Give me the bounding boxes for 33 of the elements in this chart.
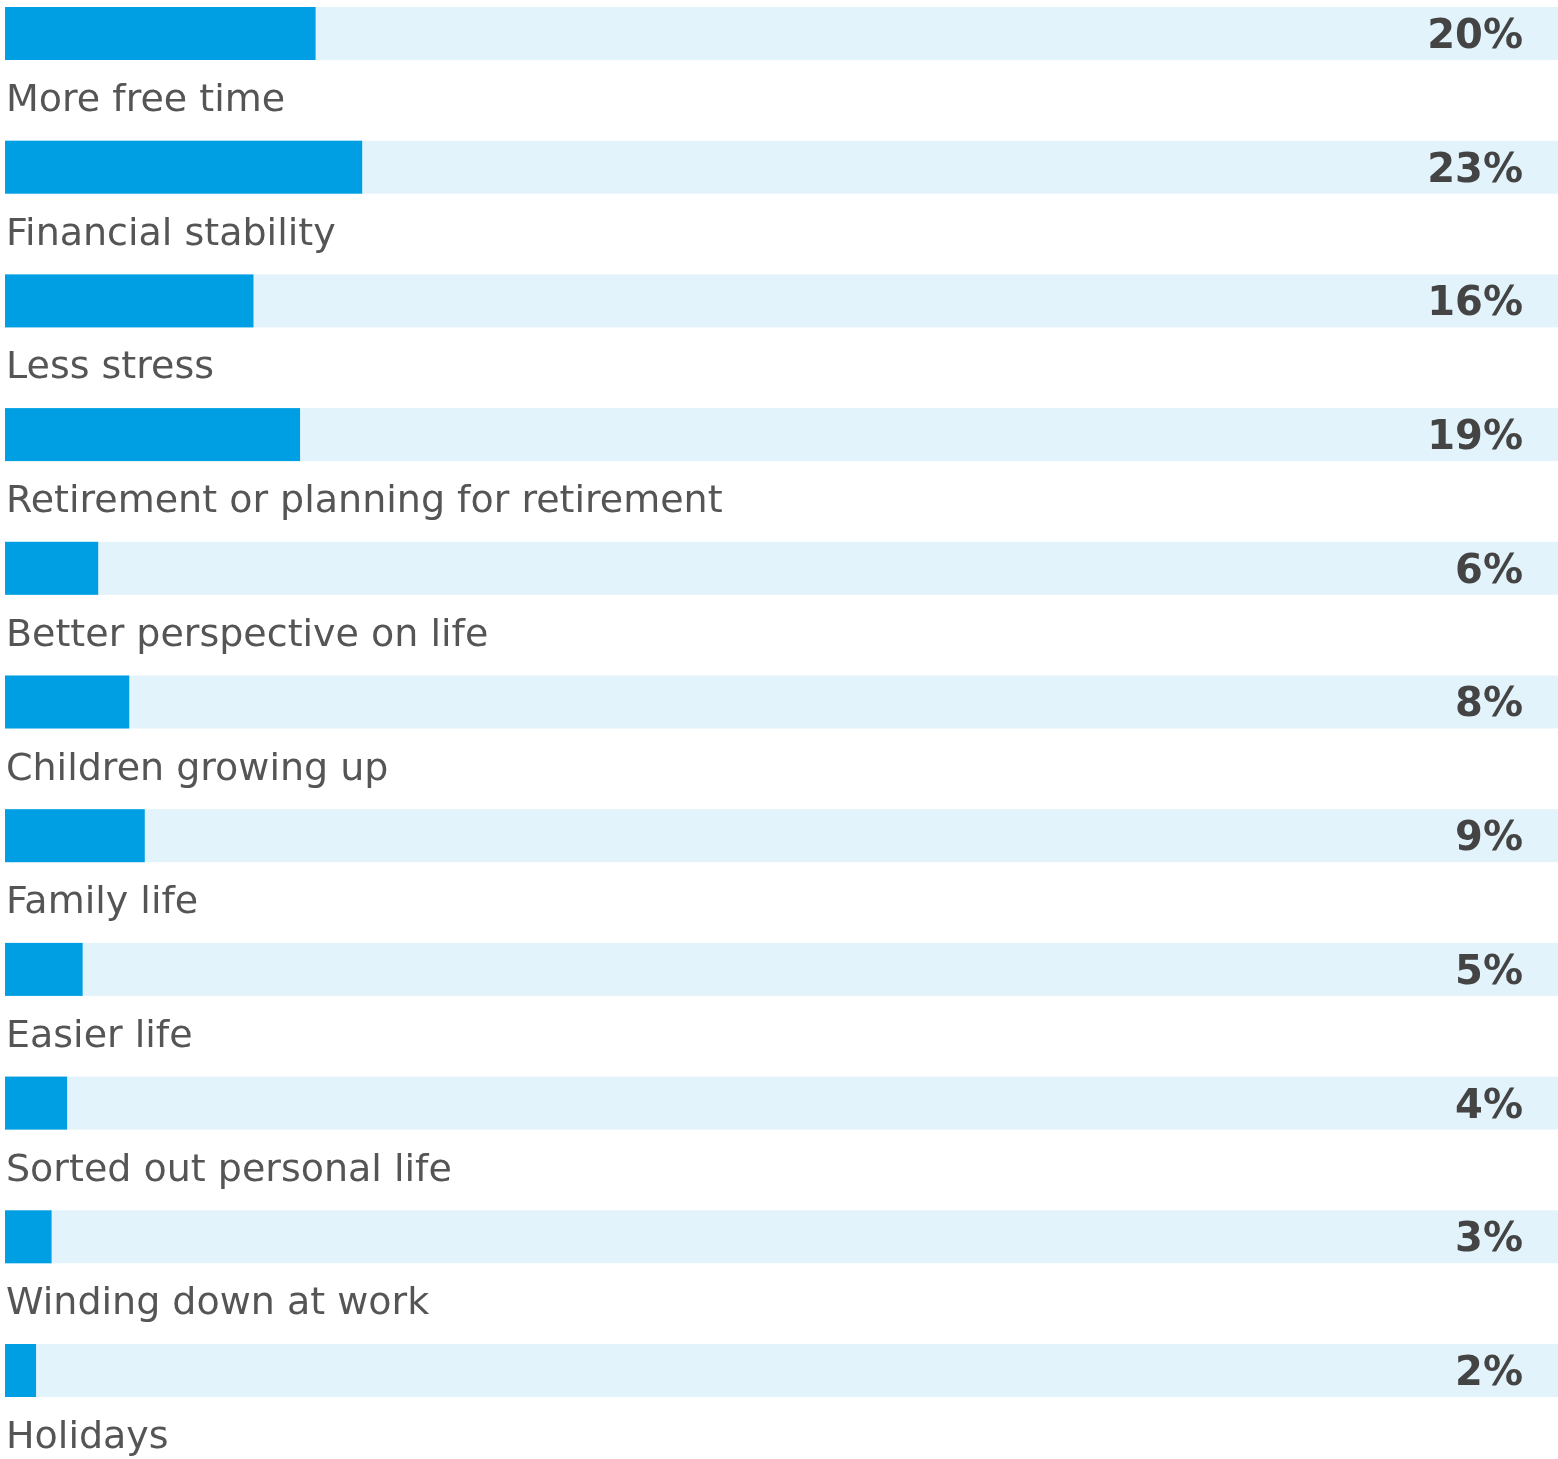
y-tick-label: More free time	[6, 76, 286, 120]
bar	[5, 1344, 37, 1397]
data-label: 6%	[1455, 545, 1523, 592]
bar	[5, 274, 254, 328]
data-label: 5%	[1455, 946, 1523, 993]
data-label: 19%	[1427, 412, 1523, 458]
y-tick-label: Children growing up	[6, 744, 389, 789]
data-label: 2%	[1455, 1347, 1523, 1394]
y-tick-label: Holidays	[6, 1413, 169, 1457]
bar	[5, 675, 130, 729]
bar	[5, 7, 316, 60]
data-label: 16%	[1427, 278, 1523, 325]
bar	[5, 809, 145, 863]
data-label: 4%	[1455, 1080, 1523, 1127]
bar	[5, 1210, 52, 1264]
y-tick-label: Family life	[6, 878, 199, 923]
y-tick-label: Retirement or planning for retirement	[6, 477, 723, 522]
bar	[5, 942, 83, 996]
bar	[5, 140, 363, 194]
y-tick-label: Easier life	[6, 1011, 193, 1056]
data-label: 20%	[1427, 10, 1523, 57]
bar	[5, 408, 301, 462]
y-tick-label: Better perspective on life	[6, 610, 489, 655]
y-tick-label: Sorted out personal life	[6, 1145, 452, 1190]
y-tick-label: Winding down at work	[6, 1279, 430, 1324]
bar	[5, 541, 99, 595]
data-label: 8%	[1455, 679, 1523, 726]
data-label: 9%	[1455, 813, 1523, 860]
data-label: 23%	[1427, 144, 1523, 191]
y-tick-label: Less stress	[6, 343, 215, 388]
data-label: 3%	[1455, 1214, 1523, 1261]
y-tick-label: Financial stability	[6, 209, 336, 254]
bar	[5, 1076, 68, 1130]
